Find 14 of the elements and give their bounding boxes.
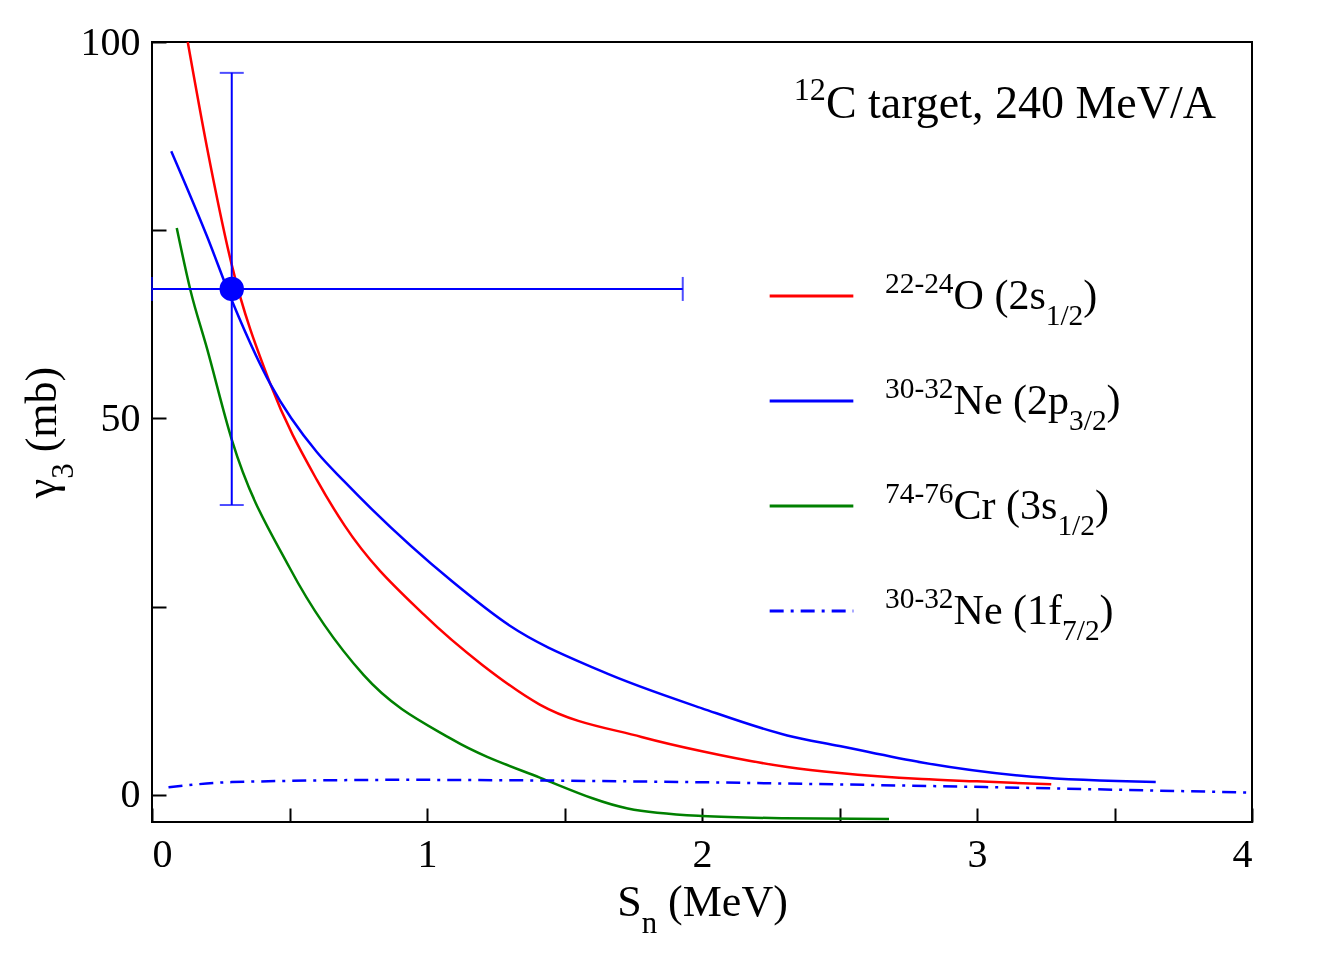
legend-label: $^{22-24}$O (2s$_{1/2}$) xyxy=(885,267,1098,332)
x-tick-label: 1 xyxy=(417,830,438,876)
y-tick-label: 100 xyxy=(80,18,141,64)
legend-label: $^{30-32}$Ne (2p$_{3/2}$) xyxy=(885,372,1121,437)
x-axis-title: S$_{n}$ (MeV) xyxy=(617,876,788,940)
x-tick-label: 4 xyxy=(1232,830,1253,876)
legend-label: $^{30-32}$Ne (1f$_{7/2}$) xyxy=(885,582,1114,647)
legend-label: $^{74-76}$Cr (3s$_{1/2}$) xyxy=(885,477,1109,542)
y-tick-label: 0 xyxy=(120,771,141,817)
x-tick-label: 3 xyxy=(967,830,988,876)
annotation: $^{12}$C target, 240 MeV/A xyxy=(793,71,1216,128)
x-tick-label: 2 xyxy=(692,830,713,876)
x-tick-label: 0 xyxy=(152,830,173,876)
y-tick-label: 50 xyxy=(100,394,141,440)
